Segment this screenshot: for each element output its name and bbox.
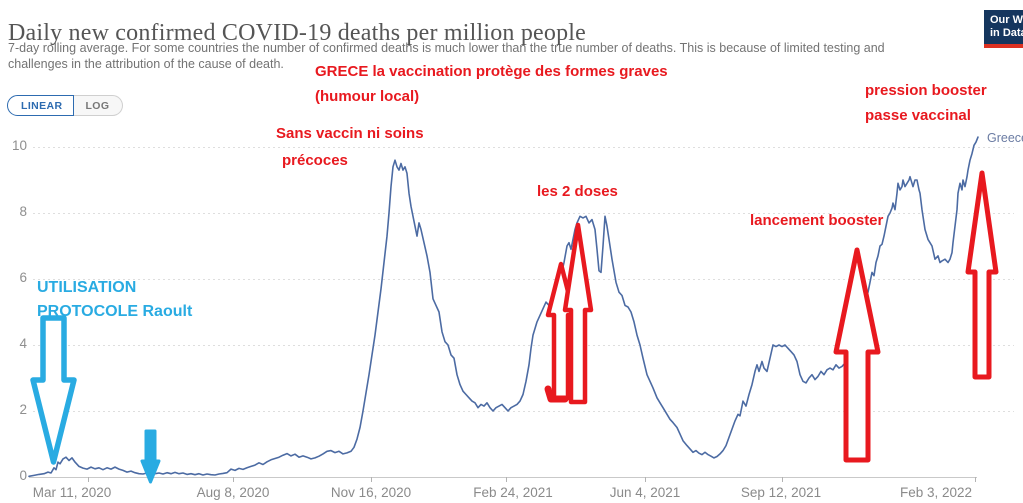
x-axis-label: Nov 16, 2020 — [330, 485, 412, 500]
owid-logo-stripe — [984, 44, 1023, 48]
owid-logo-text: Our World in Data — [990, 14, 1023, 39]
annotation-sans-vaccin: Sans vaccin ni soins précoces — [276, 125, 424, 169]
series-line-greece — [28, 136, 979, 478]
scale-toggle: LINEAR LOG — [7, 95, 124, 116]
arrow-up-pression-booster-icon — [965, 170, 999, 380]
x-axis-label: Feb 3, 2022 — [899, 485, 973, 500]
chart-subtitle-line2: challenges in the attribution of the cau… — [8, 57, 284, 71]
log-button[interactable]: LOG — [74, 95, 124, 116]
arrow-up-lancement-booster-icon — [833, 247, 881, 463]
x-axis-label: Jun 4, 2021 — [609, 485, 681, 500]
grid-layer — [29, 147, 1014, 482]
annotation-arrows — [30, 170, 999, 484]
y-axis-label-8: 8 — [19, 204, 27, 219]
series-label-greece: Greece — [987, 131, 1023, 145]
page-title: Daily new confirmed COVID-19 deaths per … — [8, 20, 586, 47]
annotation-lancement-booster: lancement booster — [750, 212, 884, 229]
x-axis-label: Sep 12, 2021 — [740, 485, 822, 500]
annotation-grece: GRECE la vaccination protège des formes … — [315, 63, 668, 105]
annotation-les-2-doses: les 2 doses — [537, 183, 618, 200]
y-axis-label-4: 4 — [19, 336, 27, 351]
x-axis-label: Feb 24, 2021 — [473, 485, 553, 500]
y-axis-label-6: 6 — [19, 270, 27, 285]
linear-button[interactable]: LINEAR — [7, 95, 75, 116]
arrow-up-dose2-icon — [562, 222, 594, 405]
y-axis-label-0: 0 — [19, 468, 27, 483]
x-axis-label: Mar 11, 2020 — [32, 485, 112, 500]
annotation-utilisation-protocole: UTILISATION PROTOCOLE Raoult — [37, 279, 193, 320]
annotation-pression-booster: pression booster passe vaccinal — [865, 82, 987, 124]
x-axis-label: Aug 8, 2020 — [196, 485, 270, 500]
y-axis-label-2: 2 — [19, 402, 27, 417]
chart-subtitle-line1: 7-day rolling average. For some countrie… — [8, 41, 885, 55]
arrow-foot-icon — [544, 385, 569, 403]
y-axis-label-10: 10 — [11, 138, 27, 153]
series-layer — [28, 136, 979, 478]
arrow-down-protocole-icon — [30, 315, 77, 465]
arrow-down-small-icon — [140, 429, 161, 484]
owid-logo[interactable]: Our World in Data — [984, 10, 1023, 48]
